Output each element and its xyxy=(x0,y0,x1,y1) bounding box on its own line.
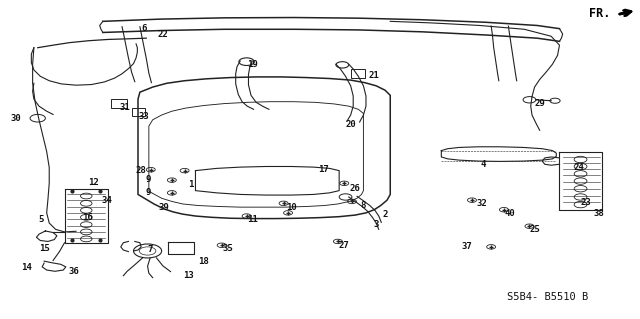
Text: 8: 8 xyxy=(361,201,366,210)
Text: 36: 36 xyxy=(68,267,79,277)
Text: 19: 19 xyxy=(247,60,258,69)
Text: 32: 32 xyxy=(477,199,488,208)
Text: 13: 13 xyxy=(183,271,194,280)
Text: 22: 22 xyxy=(157,30,168,39)
Text: 26: 26 xyxy=(349,184,360,193)
Text: 21: 21 xyxy=(368,71,379,80)
Text: 29: 29 xyxy=(534,100,545,108)
Text: 38: 38 xyxy=(593,209,604,218)
Text: 24: 24 xyxy=(574,163,585,172)
Text: 9: 9 xyxy=(145,175,151,184)
Bar xyxy=(111,99,127,108)
Text: 28: 28 xyxy=(136,166,147,175)
Text: FR.: FR. xyxy=(589,7,611,20)
Text: 9: 9 xyxy=(145,188,151,197)
Text: 12: 12 xyxy=(88,178,99,187)
Text: 27: 27 xyxy=(339,241,349,250)
Text: 33: 33 xyxy=(138,112,149,121)
Text: 37: 37 xyxy=(461,242,472,251)
Text: 16: 16 xyxy=(82,213,93,222)
Text: 7: 7 xyxy=(147,245,153,254)
Text: 30: 30 xyxy=(10,114,20,123)
Text: 14: 14 xyxy=(21,263,31,272)
Text: 10: 10 xyxy=(287,203,297,211)
Text: 31: 31 xyxy=(119,103,130,112)
Text: 40: 40 xyxy=(505,209,516,218)
Text: 17: 17 xyxy=(318,165,328,174)
Text: 2: 2 xyxy=(383,210,388,219)
Text: 23: 23 xyxy=(580,197,591,207)
Text: 25: 25 xyxy=(529,225,540,234)
Text: 11: 11 xyxy=(247,215,258,224)
Text: 35: 35 xyxy=(223,244,234,253)
Text: 20: 20 xyxy=(345,120,356,129)
Text: 3: 3 xyxy=(374,220,379,229)
Text: 34: 34 xyxy=(101,196,112,205)
Bar xyxy=(351,69,365,78)
Text: 5: 5 xyxy=(38,215,44,224)
Text: 1: 1 xyxy=(188,181,194,189)
Text: 6: 6 xyxy=(141,24,147,33)
Text: 18: 18 xyxy=(198,257,209,266)
Text: 4: 4 xyxy=(481,160,486,169)
Bar xyxy=(132,108,145,116)
Text: 15: 15 xyxy=(39,244,49,253)
Text: S5B4- B5510 B: S5B4- B5510 B xyxy=(507,292,588,302)
Text: 39: 39 xyxy=(159,203,170,211)
